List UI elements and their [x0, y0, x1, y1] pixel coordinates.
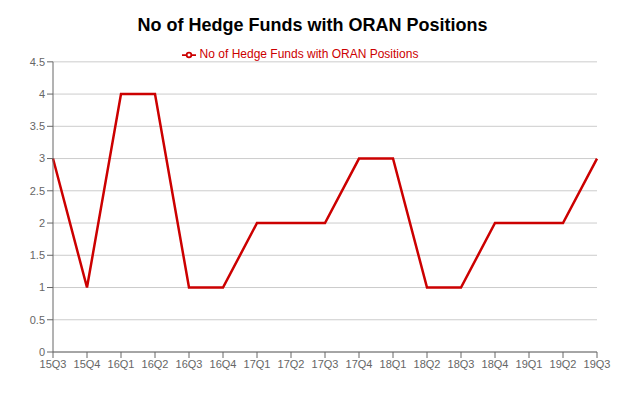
svg-text:1.5: 1.5 [30, 249, 45, 261]
svg-text:4: 4 [39, 88, 45, 100]
svg-text:19Q2: 19Q2 [550, 358, 577, 370]
svg-text:16Q1: 16Q1 [108, 358, 135, 370]
svg-text:16Q4: 16Q4 [210, 358, 237, 370]
svg-text:2: 2 [39, 217, 45, 229]
svg-text:16Q3: 16Q3 [176, 358, 203, 370]
svg-text:18Q1: 18Q1 [380, 358, 407, 370]
svg-text:17Q2: 17Q2 [278, 358, 305, 370]
svg-text:17Q1: 17Q1 [244, 358, 271, 370]
svg-text:0.5: 0.5 [30, 314, 45, 326]
svg-text:1: 1 [39, 281, 45, 293]
svg-text:18Q4: 18Q4 [482, 358, 509, 370]
svg-text:19Q1: 19Q1 [516, 358, 543, 370]
svg-text:15Q4: 15Q4 [74, 358, 101, 370]
html-text:No of Hedge Funds with ORAN Po: No of Hedge Funds with ORAN Positions [199, 47, 419, 61]
svg-text:18Q3: 18Q3 [448, 358, 475, 370]
svg-text:4.5: 4.5 [30, 56, 45, 68]
svg-text:17Q3: 17Q3 [312, 358, 339, 370]
svg-text:17Q4: 17Q4 [346, 358, 373, 370]
svg-text:3: 3 [39, 152, 45, 164]
svg-text:19Q3: 19Q3 [584, 358, 611, 370]
svg-text:15Q3: 15Q3 [40, 358, 67, 370]
svg-text:3.5: 3.5 [30, 120, 45, 132]
svg-text:0: 0 [39, 346, 45, 358]
svg-text:16Q2: 16Q2 [142, 358, 169, 370]
svg-text:18Q2: 18Q2 [414, 358, 441, 370]
svg-text:2.5: 2.5 [30, 185, 45, 197]
html-text:No of Hedge Funds with ORAN Po: No of Hedge Funds with ORAN Positions [137, 15, 488, 35]
